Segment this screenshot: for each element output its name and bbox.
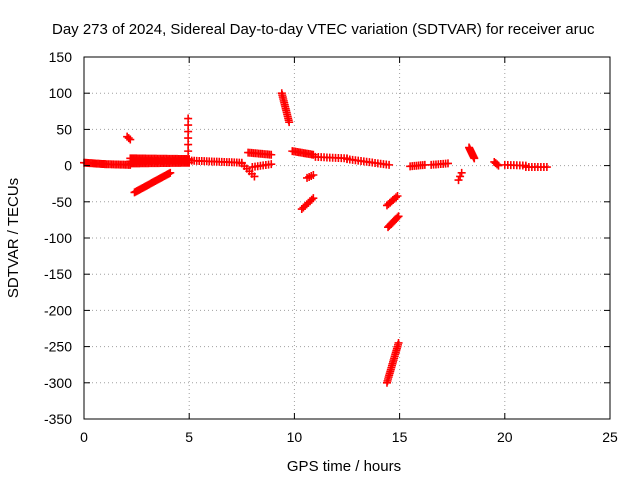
data-point	[267, 150, 276, 159]
y-axis-label: SDTVAR / TECUs	[5, 178, 22, 298]
data-point	[309, 194, 318, 203]
data-point	[166, 168, 175, 177]
x-tick-label: 20	[497, 429, 513, 445]
data-point	[391, 193, 400, 202]
x-tick-label: 5	[185, 429, 193, 445]
grid	[84, 57, 610, 419]
data-point	[393, 192, 402, 201]
x-tick-label: 25	[602, 429, 618, 445]
data-point	[267, 160, 276, 169]
y-tick-label: 0	[64, 158, 72, 174]
y-tick-label: -150	[44, 266, 72, 282]
y-tick-label: 150	[49, 49, 73, 65]
data-point	[493, 160, 502, 169]
data-point	[307, 195, 316, 204]
axis-ticks: 0 5 10 15 20 25 150 100 50 0 -50 -100 -150 -200 -250 -3…	[44, 49, 618, 445]
data-point	[454, 176, 463, 185]
x-tick-label: 15	[392, 429, 408, 445]
data-points	[80, 89, 551, 387]
y-tick-label: -250	[44, 339, 72, 355]
y-tick-label: -200	[44, 302, 72, 318]
y-tick-label: -300	[44, 375, 72, 391]
data-point	[124, 134, 133, 143]
x-tick-label: 10	[287, 429, 303, 445]
data-point	[394, 212, 403, 221]
x-tick-label: 0	[80, 429, 88, 445]
y-tick-label: 100	[49, 85, 73, 101]
data-point	[285, 118, 294, 127]
data-point	[470, 154, 479, 163]
data-point	[456, 172, 465, 181]
y-tick-label: -350	[44, 411, 72, 427]
x-axis-label: GPS time / hours	[287, 458, 401, 475]
data-point	[309, 171, 318, 180]
data-point	[184, 147, 193, 156]
plot-frame	[83, 56, 611, 420]
chart-title: Day 273 of 2024, Sidereal Day-to-day VTE…	[52, 21, 595, 38]
data-point	[126, 135, 135, 144]
data-point	[394, 338, 403, 347]
data-point	[457, 168, 466, 177]
data-point	[250, 172, 259, 181]
y-tick-label: -100	[44, 230, 72, 246]
data-point	[385, 160, 394, 169]
y-tick-label: -50	[52, 194, 72, 210]
data-point	[393, 213, 402, 222]
y-tick-label: 50	[56, 121, 72, 137]
data-point	[542, 163, 551, 172]
data-point	[443, 159, 452, 168]
